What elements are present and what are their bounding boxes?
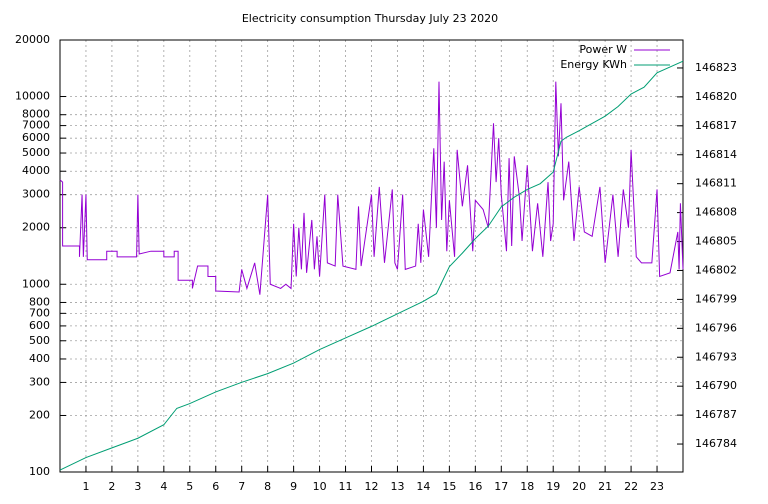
y-tick-label: 5000 xyxy=(22,146,50,159)
y-tick-label: 6000 xyxy=(22,131,50,144)
x-tick-label: 15 xyxy=(442,480,456,493)
y-tick-label: 4000 xyxy=(22,164,50,177)
data-line xyxy=(59,81,684,295)
y-tick-label: 300 xyxy=(29,375,50,388)
chart-title: Electricity consumption Thursday July 23… xyxy=(242,12,498,25)
x-tick-label: 10 xyxy=(313,480,327,493)
y2-tick-label: 146811 xyxy=(695,177,737,190)
x-tick-label: 8 xyxy=(264,480,271,493)
y2-tick-label: 146820 xyxy=(695,90,737,103)
y-tick-label: 800 xyxy=(29,295,50,308)
y2-tick-label: 146793 xyxy=(695,350,737,363)
x-tick-label: 20 xyxy=(572,480,586,493)
y-tick-label: 200 xyxy=(29,408,50,421)
x-tick-label: 12 xyxy=(365,480,379,493)
y-tick-label: 2000 xyxy=(22,221,50,234)
y2-tick-label: 146787 xyxy=(695,408,737,421)
y-tick-label: 3000 xyxy=(22,188,50,201)
y-tick-label: 500 xyxy=(29,334,50,347)
y2-tick-label: 146823 xyxy=(695,61,737,74)
y-tick-label: 8000 xyxy=(22,108,50,121)
y2-tick-label: 146799 xyxy=(695,292,737,305)
y2-tick-label: 146808 xyxy=(695,206,737,219)
y-tick-label: 20000 xyxy=(15,33,50,46)
y-tick-label: 700 xyxy=(29,306,50,319)
y-tick-label: 10000 xyxy=(15,90,50,103)
y-tick-label: 1000 xyxy=(22,277,50,290)
x-tick-label: 9 xyxy=(290,480,297,493)
y-tick-label: 600 xyxy=(29,319,50,332)
x-tick-label: 1 xyxy=(82,480,89,493)
y2-tick-label: 146802 xyxy=(695,263,737,276)
x-tick-label: 14 xyxy=(416,480,430,493)
y2-tick-label: 146805 xyxy=(695,235,737,248)
x-tick-label: 23 xyxy=(650,480,664,493)
x-tick-label: 5 xyxy=(186,480,193,493)
data-line xyxy=(59,60,684,471)
y2-tick-label: 146790 xyxy=(695,379,737,392)
y-tick-label: 100 xyxy=(29,465,50,478)
x-tick-label: 2 xyxy=(108,480,115,493)
x-tick-label: 7 xyxy=(238,480,245,493)
y2-tick-label: 146784 xyxy=(695,437,737,450)
x-tick-label: 17 xyxy=(494,480,508,493)
x-tick-label: 13 xyxy=(390,480,404,493)
y2-tick-label: 146817 xyxy=(695,119,737,132)
y-tick-label: 7000 xyxy=(22,119,50,132)
x-tick-label: 3 xyxy=(134,480,141,493)
x-tick-label: 11 xyxy=(339,480,353,493)
x-tick-label: 4 xyxy=(160,480,167,493)
y-tick-label: 400 xyxy=(29,352,50,365)
x-tick-label: 18 xyxy=(520,480,534,493)
legend-label: Power W xyxy=(579,43,627,56)
y2-tick-label: 146814 xyxy=(695,148,737,161)
x-tick-label: 16 xyxy=(468,480,482,493)
x-tick-label: 21 xyxy=(598,480,612,493)
plot-frame xyxy=(59,39,684,473)
y2-tick-label: 146796 xyxy=(695,321,737,334)
x-tick-label: 19 xyxy=(546,480,560,493)
x-tick-label: 22 xyxy=(624,480,638,493)
x-tick-label: 6 xyxy=(212,480,219,493)
legend-label: Energy KWh xyxy=(560,58,627,71)
